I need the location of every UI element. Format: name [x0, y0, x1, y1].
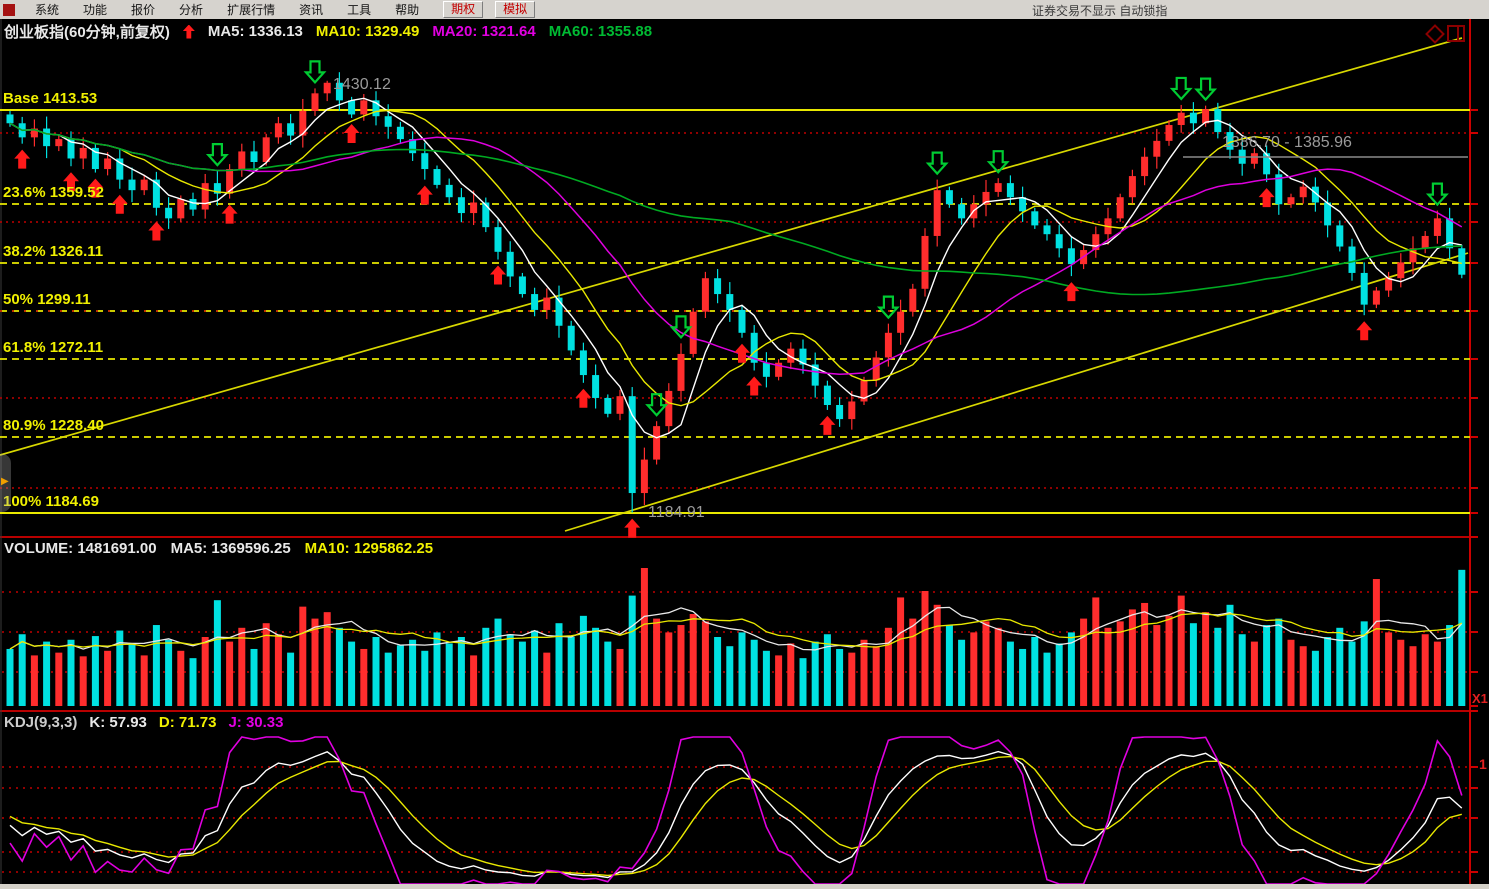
- volume-ma10-value: MA10: 1295862.25: [304, 540, 434, 557]
- menu-item[interactable]: 帮助: [395, 3, 420, 17]
- menu-highlight-items: 期权 模拟: [431, 1, 536, 18]
- menu-item[interactable]: 系统: [35, 3, 60, 17]
- fib-level-label: Base 1413.53: [3, 90, 98, 107]
- menu-right-text: 证券交易不显示 自动锁指: [1032, 4, 1168, 18]
- menu-highlight-item[interactable]: 模拟: [495, 1, 536, 18]
- menu-item[interactable]: 报价: [131, 3, 156, 17]
- ma10-value: MA10: 1329.49: [315, 23, 420, 40]
- axis-partial-label: 1: [1479, 756, 1487, 772]
- up-arrow-icon: [182, 24, 195, 39]
- ma60-value: MA60: 1355.88: [548, 23, 653, 40]
- price-marker-label: 1184.91: [648, 504, 705, 521]
- chart-title: 创业板指(60分钟,前复权): [4, 24, 170, 41]
- kdj-label: KDJ(9,3,3): [4, 714, 78, 731]
- fib-level-label: 61.8% 1272.11: [3, 339, 104, 356]
- main-chart-header: 创业板指(60分钟,前复权) MA5: 1336.13 MA10: 1329.4…: [4, 21, 652, 42]
- ma5-value: MA5: 1336.13: [207, 23, 303, 40]
- volume-value: VOLUME: 1481691.00: [4, 540, 157, 557]
- status-strip: [0, 884, 1489, 889]
- kdj-k-value: K: 57.93: [89, 714, 147, 731]
- volume-header: VOLUME: 1481691.00 MA5: 1369596.25 MA10:…: [4, 540, 433, 557]
- kdj-d-value: D: 71.73: [158, 714, 217, 731]
- volume-ma5-value: MA5: 1369596.25: [170, 540, 291, 557]
- menu-item[interactable]: 工具: [347, 3, 372, 17]
- axis-x1-label: X1: [1472, 691, 1488, 706]
- kdj-header: KDJ(9,3,3) K: 57.93 D: 71.73 J: 30.33: [4, 714, 284, 731]
- ma20-value: MA20: 1321.64: [432, 23, 536, 40]
- fib-level-label: 23.6% 1359.52: [3, 184, 104, 201]
- price-marker-label: 1430.12: [333, 76, 391, 93]
- split-window-icon[interactable]: [1447, 25, 1465, 42]
- fib-level-label: 100% 1184.69: [3, 493, 99, 510]
- fib-level-label: 38.2% 1326.11: [3, 243, 104, 260]
- menu-item[interactable]: 功能: [83, 3, 108, 17]
- fib-level-label: 50% 1299.11: [3, 291, 91, 308]
- price-marker-label: 1386.70 - 1385.96: [1222, 134, 1352, 151]
- fib-level-label: 80.9% 1228.40: [3, 417, 104, 434]
- menu-highlight-item[interactable]: 期权: [443, 1, 484, 18]
- menu-item[interactable]: 扩展行情: [227, 3, 276, 17]
- menu-bar: 系统 功能 报价 分析 扩展行情 资讯 工具 帮助 期权 模拟 证券交易不显示 自动锁指: [0, 0, 1489, 19]
- kdj-j-value: J: 30.33: [228, 714, 284, 731]
- expand-arrow-icon: ▶: [1, 476, 9, 487]
- sidebar-slide-tab[interactable]: ▶: [0, 454, 11, 512]
- app-icon[interactable]: [3, 3, 15, 16]
- menu-item[interactable]: 分析: [179, 3, 204, 17]
- menu-items: 系统 功能 报价 分析 扩展行情 资讯 工具 帮助: [23, 1, 431, 18]
- menu-item[interactable]: 资讯: [299, 3, 324, 17]
